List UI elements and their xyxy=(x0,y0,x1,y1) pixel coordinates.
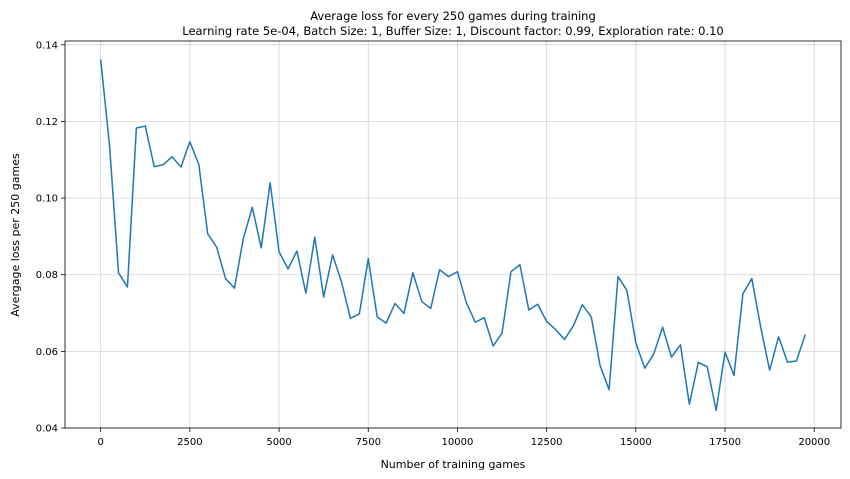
x-tick-label: 5000 xyxy=(266,437,291,448)
x-axis-ticks: 0 2500 5000 7500 10000 12500 15000 17500 20000 xyxy=(97,428,830,448)
chart-title: Average loss for every 250 games during … xyxy=(310,9,596,23)
y-gridlines xyxy=(65,44,841,429)
y-tick-label: 0.10 xyxy=(36,194,58,205)
x-axis-label: Number of training games xyxy=(381,458,526,471)
y-axis-label: Avergage loss per 250 games xyxy=(9,153,22,317)
x-tick-label: 2500 xyxy=(177,437,202,448)
chart-subtitle: Learning rate 5e-04, Batch Size: 1, Buff… xyxy=(182,24,724,38)
y-tick-label: 0.06 xyxy=(36,347,58,358)
x-gridlines xyxy=(100,41,815,428)
y-tick-label: 0.14 xyxy=(36,40,58,51)
x-tick-label: 0 xyxy=(97,437,103,448)
x-tick-label: 10000 xyxy=(442,437,474,448)
x-tick-label: 20000 xyxy=(798,437,830,448)
y-tick-label: 0.04 xyxy=(36,424,58,435)
x-tick-label: 7500 xyxy=(356,437,381,448)
plot-frame xyxy=(64,40,842,429)
series-group xyxy=(99,59,807,412)
loss-series-line xyxy=(99,59,807,412)
x-tick-label: 12500 xyxy=(531,437,563,448)
y-tick-label: 0.12 xyxy=(36,117,58,128)
y-axis-ticks: 0.04 0.06 0.08 0.10 0.12 0.14 xyxy=(36,40,65,435)
x-tick-label: 17500 xyxy=(709,437,741,448)
y-tick-label: 0.08 xyxy=(36,270,58,281)
x-tick-label: 15000 xyxy=(620,437,652,448)
